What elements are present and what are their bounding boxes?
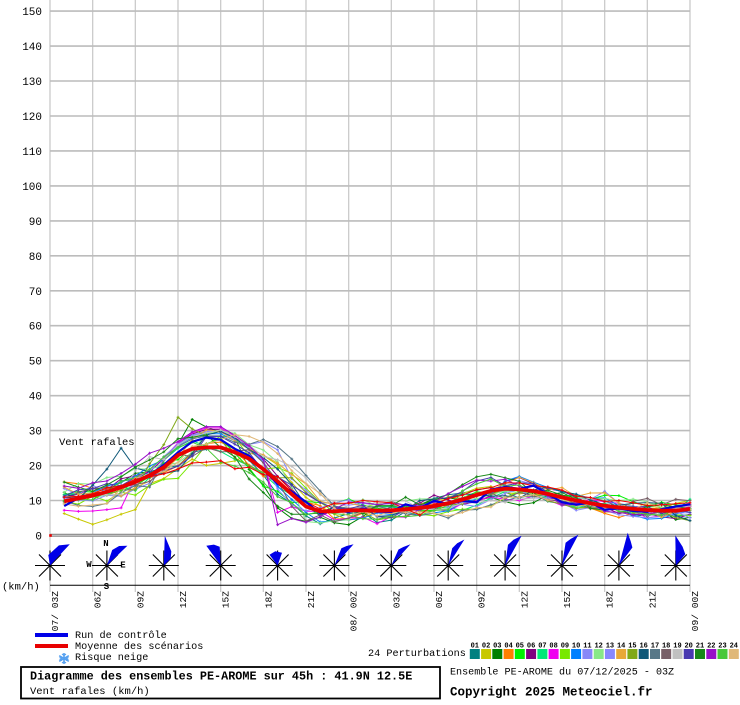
svg-text:110: 110: [22, 147, 42, 159]
svg-text:Vent rafales (km/h): Vent rafales (km/h): [30, 686, 150, 698]
svg-text:20: 20: [684, 643, 692, 651]
svg-text:30: 30: [29, 427, 42, 439]
svg-text:N: N: [103, 539, 108, 549]
svg-text:08: 08: [549, 643, 557, 651]
svg-text:24: 24: [730, 643, 738, 651]
svg-text:10: 10: [572, 643, 580, 651]
svg-text:06Z: 06Z: [434, 591, 445, 609]
svg-text:80: 80: [29, 252, 42, 264]
svg-text:150: 150: [22, 7, 42, 19]
svg-text:W: W: [86, 560, 92, 570]
svg-text:Vent rafales: Vent rafales: [59, 437, 135, 449]
svg-text:Ensemble PE-AROME du 07/12/202: Ensemble PE-AROME du 07/12/2025 - 03Z: [450, 667, 674, 679]
svg-text:40: 40: [29, 392, 42, 404]
svg-text:04: 04: [504, 643, 512, 651]
svg-text:06: 06: [527, 643, 535, 651]
svg-text:50: 50: [29, 357, 42, 369]
svg-text:13: 13: [606, 643, 614, 651]
svg-text:05: 05: [516, 643, 524, 651]
svg-text:Moyenne des scénarios: Moyenne des scénarios: [75, 641, 203, 653]
svg-text:09Z: 09Z: [477, 591, 488, 609]
svg-text:12Z: 12Z: [519, 591, 530, 609]
svg-text:15Z: 15Z: [221, 591, 232, 609]
svg-text:01: 01: [471, 643, 479, 651]
svg-text:90: 90: [29, 217, 42, 229]
svg-text:15Z: 15Z: [562, 591, 573, 609]
svg-text:07: 07: [538, 643, 546, 651]
svg-text:18Z: 18Z: [263, 591, 274, 609]
svg-text:23: 23: [718, 643, 726, 651]
svg-text:21Z: 21Z: [306, 591, 317, 609]
svg-text:09: 09: [561, 643, 569, 651]
svg-text:03: 03: [493, 643, 501, 651]
svg-text:02: 02: [482, 643, 490, 651]
svg-text:15: 15: [628, 643, 636, 651]
svg-text:22: 22: [707, 643, 715, 651]
svg-text:Copyright 2025 Meteociel.fr: Copyright 2025 Meteociel.fr: [450, 686, 653, 700]
svg-text:17: 17: [651, 643, 659, 651]
svg-text:100: 100: [22, 182, 42, 194]
svg-text:14: 14: [617, 643, 625, 651]
svg-text:120: 120: [22, 112, 42, 124]
svg-text:60: 60: [29, 322, 42, 334]
svg-text:Risque neige: Risque neige: [75, 652, 148, 664]
svg-text:16: 16: [639, 643, 647, 651]
svg-text:18: 18: [662, 643, 670, 651]
svg-text:140: 140: [22, 42, 42, 54]
svg-text:03Z: 03Z: [391, 591, 402, 609]
svg-text:Diagramme des ensembles PE-ARO: Diagramme des ensembles PE-AROME sur 45h…: [30, 670, 412, 684]
svg-text:20: 20: [29, 462, 42, 474]
svg-text:21: 21: [696, 643, 704, 651]
svg-text:(km/h): (km/h): [2, 582, 40, 594]
svg-text:12Z: 12Z: [178, 591, 189, 609]
svg-text:12: 12: [594, 643, 602, 651]
svg-text:19: 19: [673, 643, 681, 651]
svg-text:07/ 03Z: 07/ 03Z: [50, 591, 61, 632]
svg-text:130: 130: [22, 77, 42, 89]
svg-text:E: E: [120, 561, 126, 571]
svg-text:06Z: 06Z: [93, 591, 104, 609]
svg-text:10: 10: [29, 497, 42, 509]
svg-text:S: S: [104, 582, 110, 592]
svg-text:70: 70: [29, 287, 42, 299]
svg-text:24 Perturbations: 24 Perturbations: [368, 648, 466, 660]
svg-text:11: 11: [583, 643, 591, 651]
svg-text:21Z: 21Z: [647, 591, 658, 609]
svg-text:0: 0: [35, 532, 42, 544]
svg-text:08/ 00Z: 08/ 00Z: [349, 591, 360, 632]
svg-text:18Z: 18Z: [605, 591, 616, 609]
svg-text:Run de contrôle: Run de contrôle: [75, 630, 167, 642]
svg-text:09/ 00Z: 09/ 00Z: [690, 591, 701, 632]
svg-text:09Z: 09Z: [135, 591, 146, 609]
